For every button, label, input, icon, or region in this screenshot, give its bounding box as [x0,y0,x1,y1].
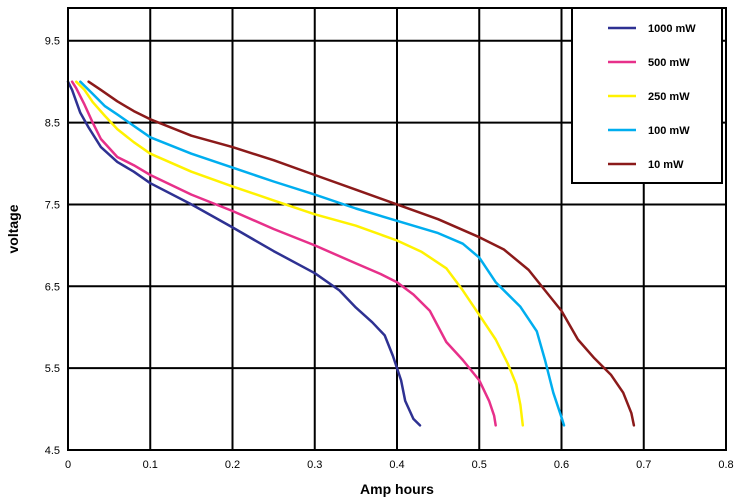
x-tick-label: 0.5 [472,459,487,471]
x-tick-label: 0.6 [554,459,569,471]
y-tick-label: 7.5 [45,199,60,211]
y-tick-labels: 4.5 5.5 6.5 7.5 8.5 9.5 [45,36,60,457]
legend: 1000 mW 500 mW 250 mW 100 mW 10 mW [571,7,723,184]
legend-label: 500 mW [648,57,690,69]
x-tick-label: 0.2 [225,459,240,471]
x-tick-label: 0.4 [389,459,404,471]
x-tick-label: 0 [65,459,71,471]
y-tick-label: 4.5 [45,445,60,457]
y-tick-label: 6.5 [45,281,60,293]
legend-label: 10 mW [648,159,684,171]
y-tick-label: 9.5 [45,36,60,48]
y-tick-label: 5.5 [45,363,60,375]
gridlines [68,8,726,450]
y-tick-label: 8.5 [45,118,60,130]
plot-frame [67,7,727,451]
x-tick-label: 0.3 [307,459,322,471]
x-tick-labels: 0 0.1 0.2 0.3 0.4 0.5 0.6 0.7 0.8 [65,459,734,471]
x-tick-label: 0.1 [143,459,158,471]
legend-label: 1000 mW [648,23,696,35]
legend-label: 100 mW [648,125,690,137]
x-tick-label: 0.7 [636,459,651,471]
legend-box [571,7,723,184]
series-lines [66,80,636,427]
series-line [70,80,497,427]
legend-label: 250 mW [648,91,690,103]
x-axis-title: Amp hours [360,481,434,497]
series-line [66,80,422,427]
series-line [74,80,525,427]
series-line [87,80,636,427]
series-line [79,80,566,427]
x-tick-label: 0.8 [718,459,733,471]
y-axis-title: voltage [5,204,21,253]
